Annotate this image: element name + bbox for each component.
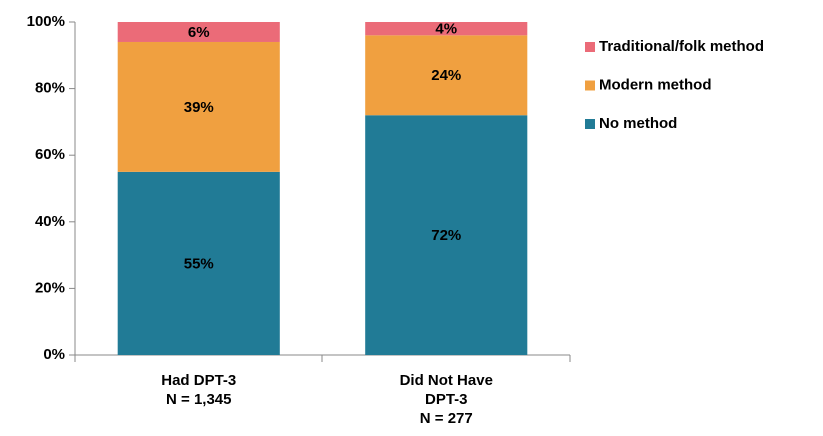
bar-segment: [365, 35, 528, 116]
legend-label: Traditional/folk method: [599, 38, 764, 55]
value-label: 6%: [188, 24, 210, 41]
bar-segment: [117, 171, 280, 355]
bar-segment: [365, 22, 528, 36]
value-label: 4%: [435, 21, 457, 38]
x-tick-label: Did Not Have: [400, 372, 493, 389]
x-tick-label: DPT-3: [425, 391, 468, 408]
legend-swatch: [585, 42, 595, 52]
value-label: 39%: [184, 99, 214, 116]
bar-segment: [117, 41, 280, 172]
legend-label: Modern method: [599, 76, 712, 93]
y-tick-label: 40%: [35, 213, 65, 230]
x-tick-label: N = 277: [420, 410, 473, 427]
y-tick-label: 80%: [35, 80, 65, 97]
bar-segment: [365, 115, 528, 356]
bar-segment: [117, 22, 280, 42]
value-label: 24%: [431, 67, 461, 84]
x-tick-label: Had DPT-3: [161, 372, 236, 389]
legend-swatch: [585, 80, 595, 91]
y-tick-label: 60%: [35, 146, 65, 163]
x-tick-label: N = 1,345: [166, 391, 231, 408]
legend-label: No method: [599, 115, 677, 132]
value-label: 55%: [184, 255, 214, 272]
legend-swatch: [585, 119, 595, 129]
y-tick-label: 20%: [35, 279, 65, 296]
value-label: 72%: [431, 227, 461, 244]
y-tick-label: 0%: [43, 346, 65, 363]
y-tick-label: 100%: [27, 13, 65, 30]
